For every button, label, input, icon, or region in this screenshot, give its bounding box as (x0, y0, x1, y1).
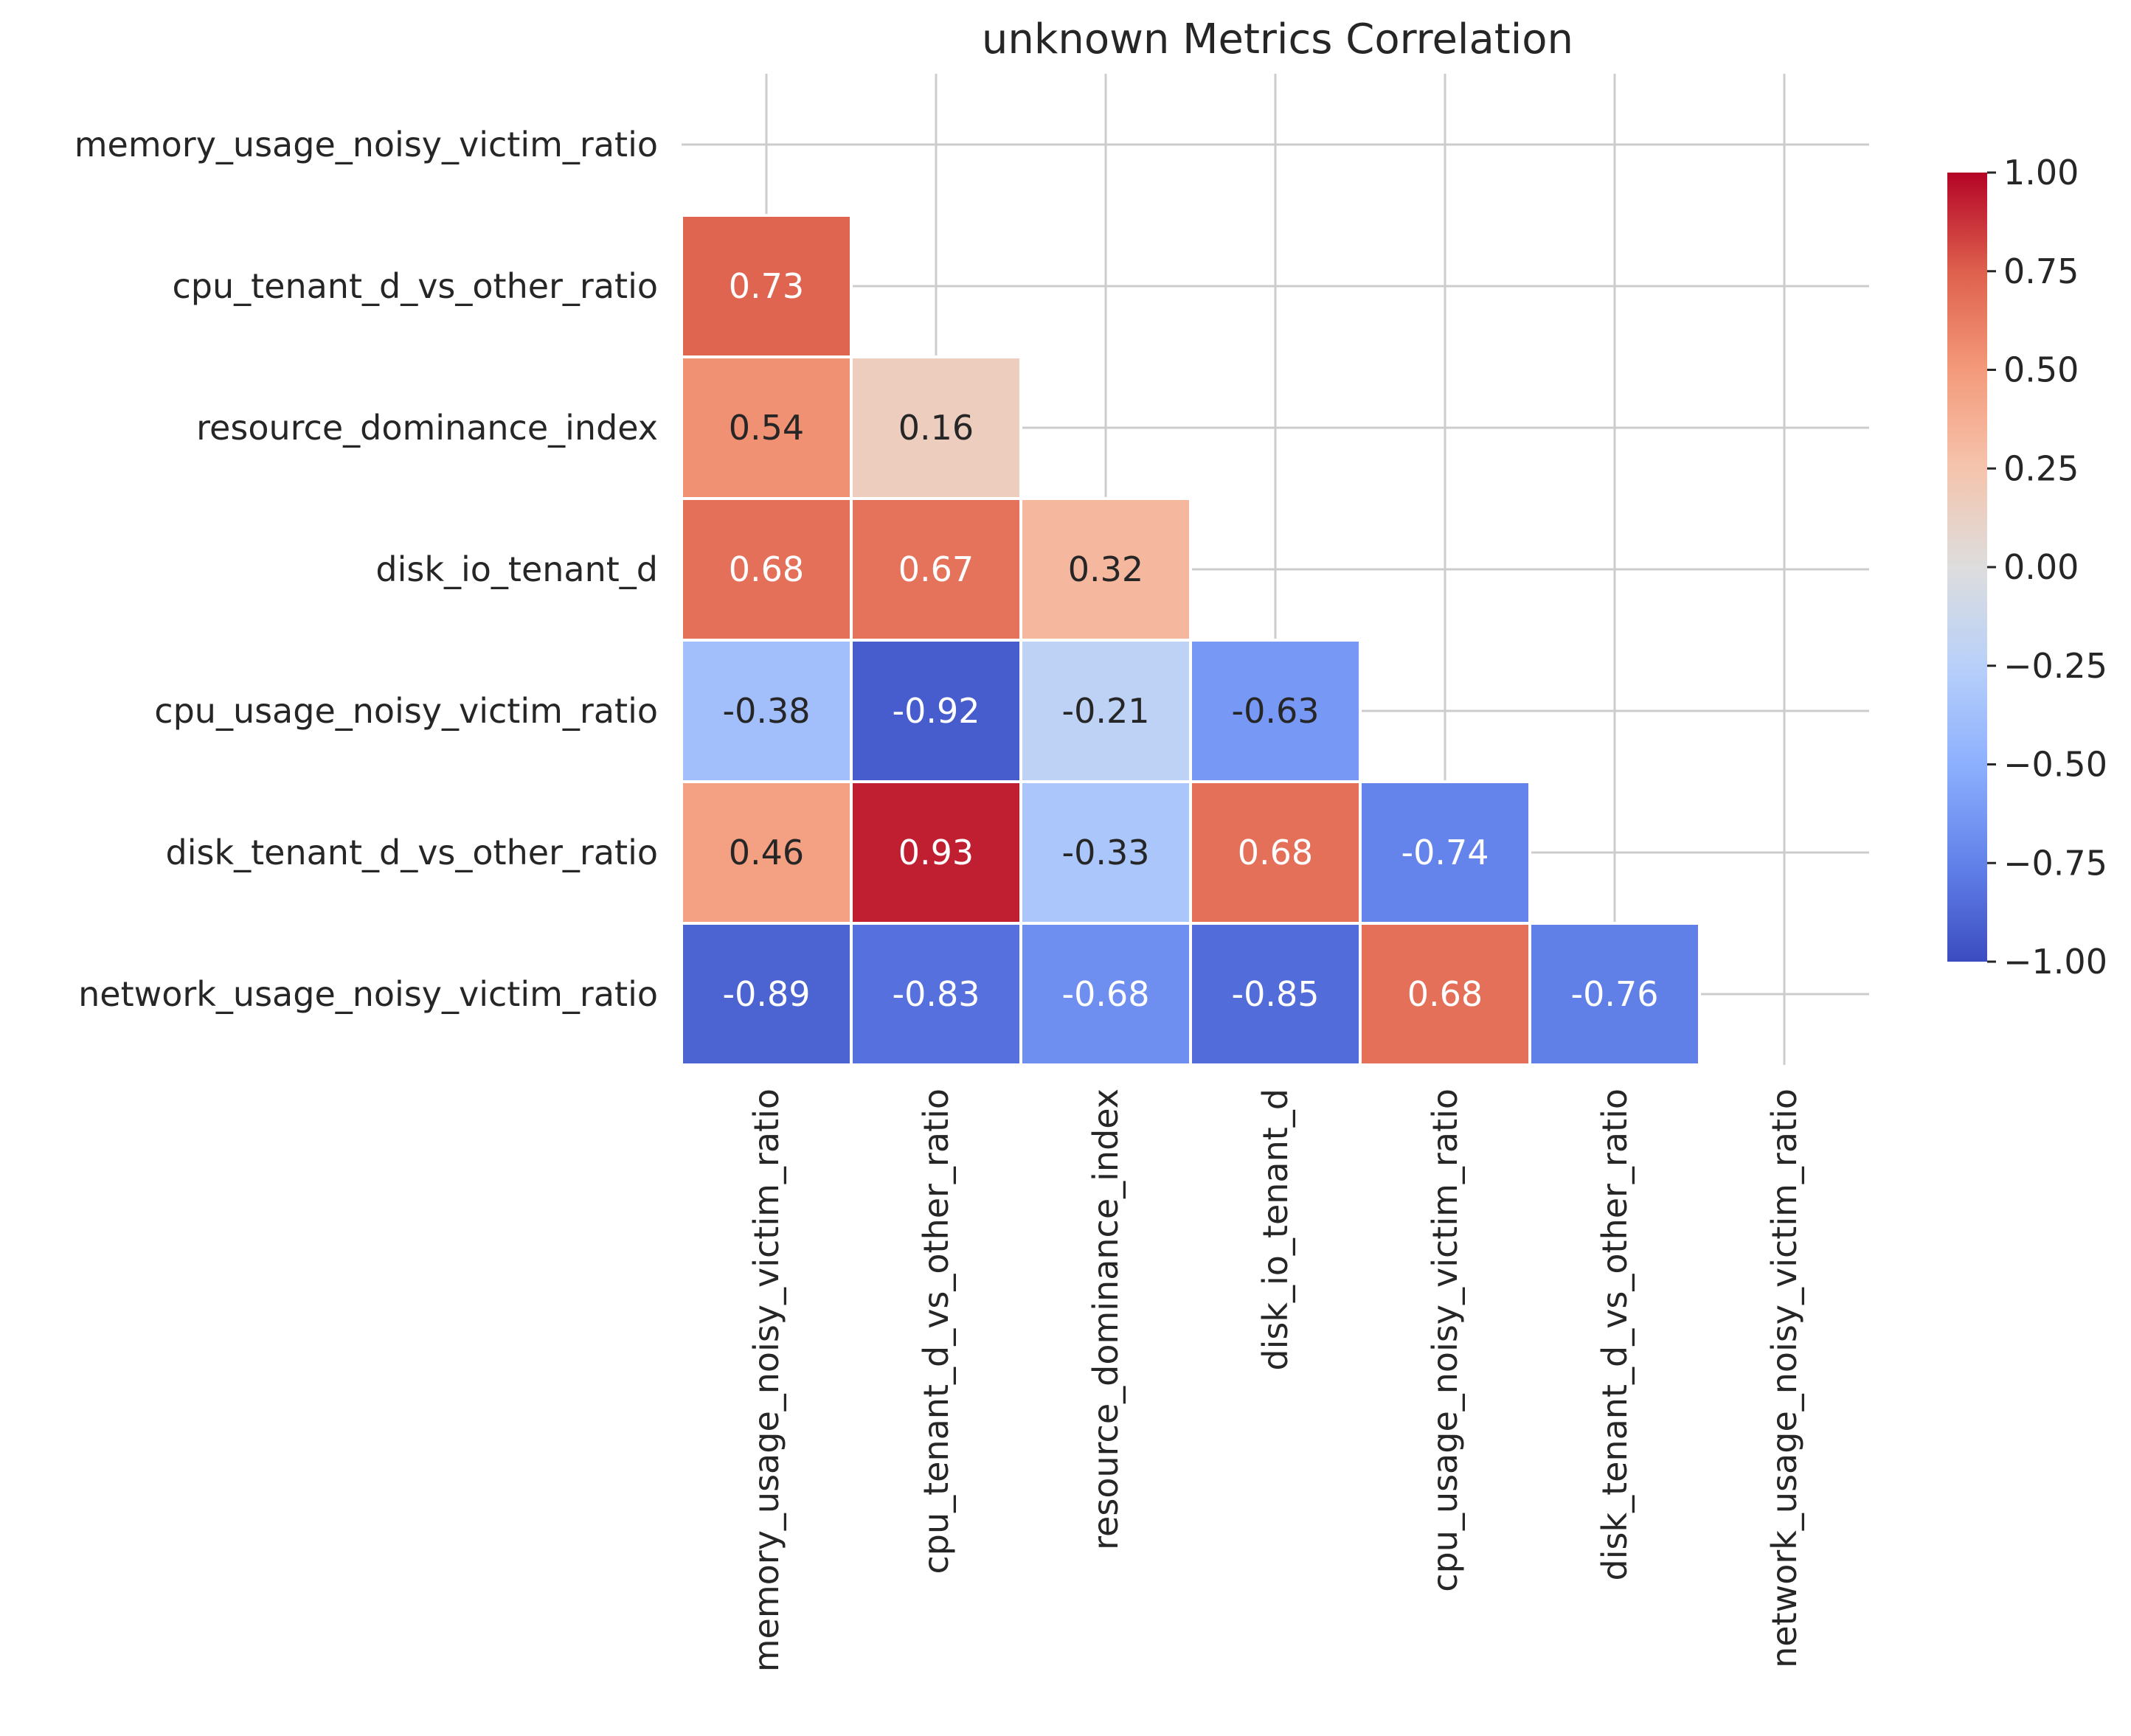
cell-annotation: -0.21 (1061, 691, 1149, 731)
colorbar-tick-label: −0.75 (2003, 843, 2107, 883)
x-tick-label: disk_tenant_d_vs_other_ratio (1595, 1089, 1635, 1580)
cell-annotation: -0.89 (722, 974, 810, 1014)
x-tick-label: cpu_usage_noisy_victim_ratio (1425, 1089, 1465, 1592)
heatmap-cell (680, 780, 853, 925)
x-tick-label: cpu_tenant_d_vs_other_ratio (916, 1089, 956, 1574)
colorbar-tick-label: 0.00 (2003, 547, 2079, 587)
heatmap-cell (680, 214, 853, 358)
cell-annotation: 0.54 (729, 408, 804, 448)
x-tick-label: memory_usage_noisy_victim_ratio (746, 1089, 786, 1672)
y-tick-label: cpu_tenant_d_vs_other_ratio (172, 266, 658, 306)
cell-annotation: -0.83 (892, 974, 980, 1014)
heatmap-cell (850, 355, 1022, 500)
x-tick-label: network_usage_noisy_victim_ratio (1764, 1089, 1804, 1668)
cell-annotation: -0.74 (1401, 833, 1489, 872)
cell-annotation: 0.93 (898, 833, 974, 872)
colorbar: 1.00 0.75 0.50 0.25 0.00 −0.25 −0.50 −0.75 −1.00 (1947, 153, 2107, 982)
cell-annotation: -0.76 (1570, 974, 1658, 1014)
heatmap-cell (1359, 922, 1531, 1066)
heatmap-cell (850, 780, 1022, 925)
cell-annotation: 0.68 (1407, 974, 1483, 1014)
y-tick-label: disk_io_tenant_d (375, 549, 658, 589)
colorbar-tick-label: 1.00 (2003, 153, 2079, 192)
cell-annotation: -0.63 (1231, 691, 1319, 731)
cell-annotation: 0.46 (729, 833, 804, 872)
colorbar-tick-label: 0.75 (2003, 251, 2079, 291)
cell-annotation: 0.68 (729, 549, 804, 589)
cell-annotation: -0.33 (1061, 833, 1149, 872)
cell-annotation: 0.67 (898, 549, 974, 589)
x-axis-tick-labels: memory_usage_noisy_victim_ratio cpu_tenan… (746, 1089, 1804, 1672)
heatmap-cell (1359, 780, 1531, 925)
cell-annotation: -0.38 (722, 691, 810, 731)
cell-annotation: 0.68 (1238, 833, 1313, 872)
chart-title: unknown Metrics Correlation (982, 15, 1573, 63)
heatmap-cell (1019, 497, 1192, 642)
colorbar-tick-label: −0.50 (2003, 745, 2107, 785)
cell-annotation: -0.68 (1061, 974, 1149, 1014)
y-tick-label: cpu_usage_noisy_victim_ratio (154, 691, 658, 731)
heatmap-cell (850, 639, 1022, 783)
heatmap-cell (1189, 639, 1362, 783)
colorbar-tick-label: −0.25 (2003, 646, 2107, 686)
heatmap-cell (850, 922, 1022, 1066)
cell-annotation: -0.85 (1231, 974, 1319, 1014)
heatmap-cells (680, 214, 1701, 1066)
cell-annotation: 0.16 (898, 408, 974, 448)
cell-annotation: 0.32 (1068, 549, 1143, 589)
y-tick-label: network_usage_noisy_victim_ratio (78, 974, 658, 1014)
heatmap-cell (1528, 922, 1701, 1066)
cell-annotations: 0.73 0.54 0.16 0.68 0.67 0.32 -0.38 -0.92 -0.21 -… (722, 266, 1658, 1014)
x-tick-label: resource_dominance_index (1086, 1089, 1126, 1550)
y-tick-label: disk_tenant_d_vs_other_ratio (166, 833, 658, 872)
cell-annotation: -0.92 (892, 691, 980, 731)
colorbar-tick-label: 0.25 (2003, 448, 2079, 488)
y-tick-label: resource_dominance_index (196, 408, 658, 448)
colorbar-tick-label: 0.50 (2003, 350, 2079, 390)
colorbar-gradient (1947, 173, 1987, 962)
heatmap-cell (680, 922, 853, 1066)
heatmap-cell (1019, 922, 1192, 1066)
y-axis-tick-labels: memory_usage_noisy_victim_ratio cpu_tenan… (75, 125, 658, 1014)
x-tick-label: disk_io_tenant_d (1255, 1089, 1295, 1371)
cell-annotation: 0.73 (729, 266, 804, 306)
colorbar-tick-label: −1.00 (2003, 942, 2107, 982)
heatmap-cell (680, 639, 853, 783)
y-tick-label: memory_usage_noisy_victim_ratio (75, 125, 658, 164)
